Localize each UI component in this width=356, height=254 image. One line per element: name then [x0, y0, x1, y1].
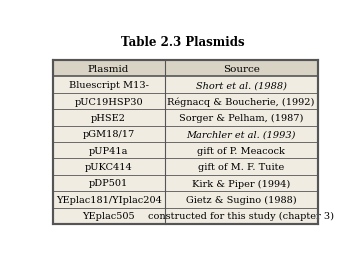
- Text: gift of P. Meacock: gift of P. Meacock: [197, 146, 285, 155]
- Text: pUKC414: pUKC414: [85, 163, 132, 171]
- Text: Kirk & Piper (1994): Kirk & Piper (1994): [192, 179, 290, 188]
- Bar: [53, 61, 318, 77]
- Text: Gietz & Sugino (1988): Gietz & Sugino (1988): [186, 195, 297, 204]
- Text: YEplac181/YIplac204: YEplac181/YIplac204: [56, 195, 162, 204]
- Text: Bluescript M13-: Bluescript M13-: [69, 81, 148, 90]
- Text: Plasmid: Plasmid: [88, 65, 129, 73]
- Text: pUC19HSP30: pUC19HSP30: [74, 97, 143, 106]
- Text: Régnacq & Boucherie, (1992): Régnacq & Boucherie, (1992): [167, 97, 315, 106]
- Text: pUP41a: pUP41a: [89, 146, 128, 155]
- Text: Table 2.3 Plasmids: Table 2.3 Plasmids: [121, 35, 244, 48]
- Text: gift of M. F. Tuite: gift of M. F. Tuite: [198, 163, 284, 171]
- Text: Source: Source: [222, 65, 260, 73]
- Text: Marchler et al. (1993): Marchler et al. (1993): [187, 130, 296, 139]
- Text: Short et al. (1988): Short et al. (1988): [196, 81, 287, 90]
- Text: Sorger & Pelham, (1987): Sorger & Pelham, (1987): [179, 113, 303, 122]
- Text: constructed for this study (chapter 3): constructed for this study (chapter 3): [148, 211, 334, 220]
- Bar: [53, 61, 318, 224]
- Text: pDP501: pDP501: [89, 179, 128, 188]
- Text: pGM18/17: pGM18/17: [83, 130, 135, 139]
- Text: YEplac505: YEplac505: [82, 212, 135, 220]
- Text: pHSE2: pHSE2: [91, 114, 126, 122]
- Bar: [53, 61, 318, 224]
